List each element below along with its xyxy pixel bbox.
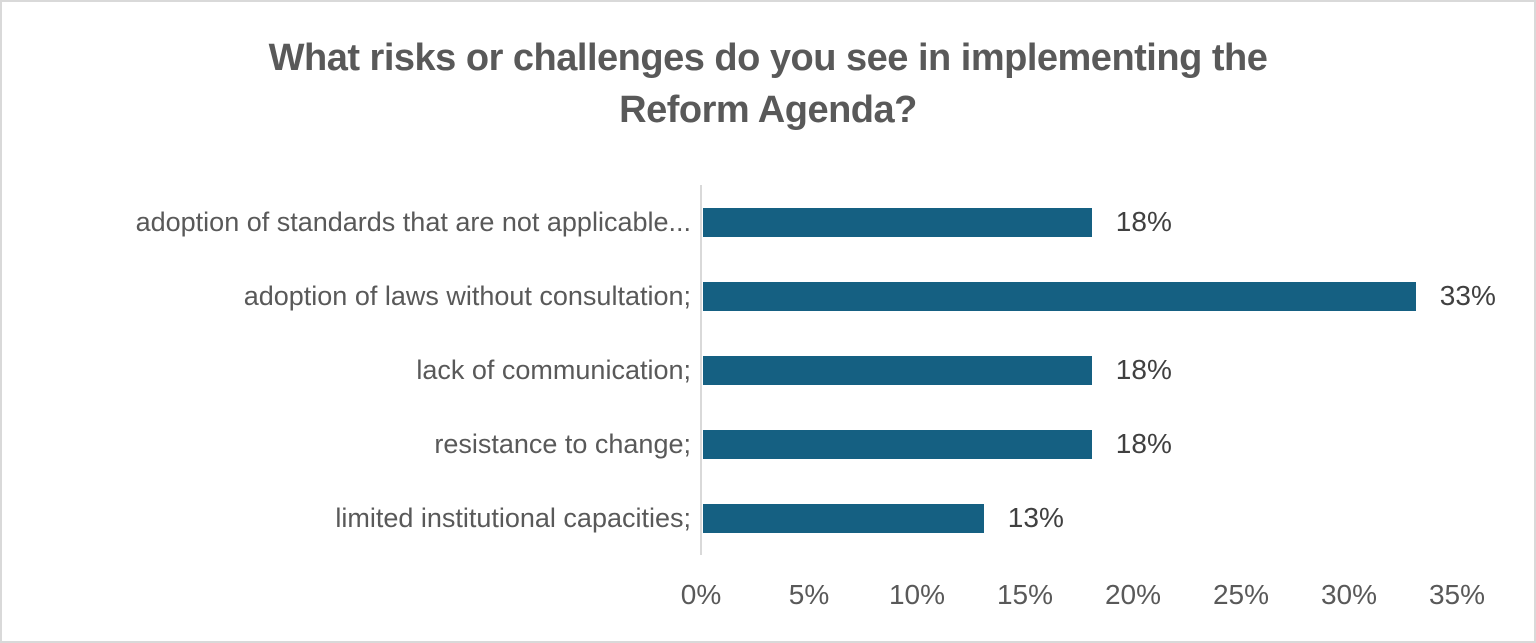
bar-track: 18% bbox=[703, 407, 1534, 481]
bar-track: 18% bbox=[703, 333, 1534, 407]
category-label: adoption of laws without consultation; bbox=[243, 280, 691, 311]
x-axis-tick-label: 10% bbox=[888, 579, 946, 610]
bar bbox=[703, 355, 1092, 385]
category-label: limited institutional capacities; bbox=[335, 502, 691, 533]
x-axis-tick-label: 30% bbox=[1320, 579, 1378, 610]
chart-row: lack of communication; 18% bbox=[2, 333, 1534, 407]
category-label: lack of communication; bbox=[416, 354, 691, 385]
x-axis-tick-label: 20% bbox=[1104, 579, 1162, 610]
chart-row: adoption of standards that are not appli… bbox=[2, 185, 1534, 259]
x-axis-tick-label: 35% bbox=[1428, 579, 1486, 610]
x-axis: 0% 5% 10% 15% 20% 25% 30% 35% bbox=[681, 579, 1485, 615]
value-label: 33% bbox=[1439, 280, 1496, 311]
x-axis-tick-label: 25% bbox=[1212, 579, 1270, 610]
chart-title-line1: What risks or challenges do you see in i… bbox=[268, 37, 1268, 79]
value-label: 18% bbox=[1115, 354, 1172, 385]
x-axis-tick-label: 0% bbox=[680, 579, 722, 610]
bar bbox=[703, 503, 984, 533]
plot-area: adoption of standards that are not appli… bbox=[2, 185, 1534, 555]
bar-track: 33% bbox=[703, 259, 1534, 333]
chart-title: What risks or challenges do you see in i… bbox=[2, 32, 1534, 136]
value-label: 13% bbox=[1007, 502, 1064, 533]
bar bbox=[703, 207, 1092, 237]
category-axis-line bbox=[700, 185, 702, 555]
value-label: 18% bbox=[1115, 206, 1172, 237]
chart-row: resistance to change; 18% bbox=[2, 407, 1534, 481]
chart-title-line2: Reform Agenda? bbox=[619, 89, 917, 131]
category-label: resistance to change; bbox=[434, 428, 691, 459]
value-label: 18% bbox=[1115, 428, 1172, 459]
x-axis-tick-label: 5% bbox=[788, 579, 830, 610]
chart-row: adoption of laws without consultation; 33… bbox=[2, 259, 1534, 333]
bar bbox=[703, 281, 1416, 311]
bar-track: 13% bbox=[703, 481, 1534, 555]
x-axis-tick-label: 15% bbox=[996, 579, 1054, 610]
bar bbox=[703, 429, 1092, 459]
category-label: adoption of standards that are not appli… bbox=[135, 206, 691, 237]
chart-row: limited institutional capacities; 13% bbox=[2, 481, 1534, 555]
bar-track: 18% bbox=[703, 185, 1534, 259]
